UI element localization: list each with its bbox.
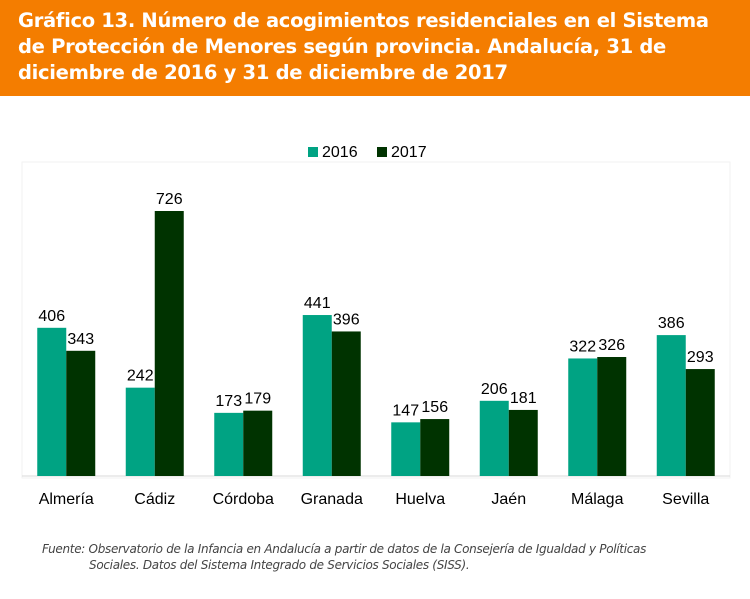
- chart-title: Gráfico 13. Número de acogimientos resid…: [18, 9, 709, 84]
- data-label-Córdoba-2016: 173: [215, 393, 242, 410]
- x-tick-label-Cádiz: Cádiz: [134, 491, 175, 508]
- bar-Sevilla-2016: [656, 335, 686, 476]
- data-label-Granada-2016: 441: [304, 295, 331, 312]
- legend-swatch-2017: [377, 147, 387, 157]
- x-tick-label-Sevilla: Sevilla: [662, 491, 709, 508]
- data-label-Cádiz-2016: 242: [127, 368, 154, 385]
- title-banner: Gráfico 13. Número de acogimientos resid…: [0, 0, 750, 96]
- bar-Almería-2016: [37, 327, 67, 476]
- data-label-Málaga-2016: 322: [569, 338, 596, 355]
- bar-Jaén-2017: [508, 409, 538, 476]
- data-label-Sevilla-2017: 293: [687, 349, 714, 366]
- source-note: Fuente: Observatorio de la Infancia en A…: [42, 541, 732, 573]
- legend-swatch-2016: [308, 147, 318, 157]
- source-line-2: Sociales. Datos del Sistema Integrado de…: [89, 558, 470, 572]
- data-label-Almería-2016: 406: [38, 308, 65, 325]
- data-label-Jaén-2017: 181: [510, 390, 537, 407]
- x-tick-label-Huelva: Huelva: [395, 491, 445, 508]
- bar-Córdoba-2017: [243, 410, 273, 476]
- bar-Huelva-2016: [391, 422, 421, 476]
- bar-Huelva-2017: [420, 419, 450, 476]
- bar-Málaga-2016: [568, 358, 598, 476]
- x-tick-label-Granada: Granada: [301, 491, 363, 508]
- bar-Jaén-2016: [479, 400, 509, 476]
- bar-Málaga-2017: [597, 357, 627, 476]
- bar-Almería-2017: [66, 350, 96, 476]
- bar-Granada-2016: [302, 315, 332, 476]
- x-tick-label-Almería: Almería: [39, 491, 94, 508]
- x-tick-label-Málaga: Málaga: [571, 491, 624, 508]
- x-tick-label-Córdoba: Córdoba: [213, 491, 274, 508]
- data-label-Jaén-2016: 206: [481, 381, 508, 398]
- legend-label-2017: 2017: [391, 144, 427, 161]
- bar-Sevilla-2017: [685, 369, 715, 476]
- data-label-Córdoba-2017: 179: [244, 391, 271, 408]
- data-label-Sevilla-2016: 386: [658, 315, 685, 332]
- data-label-Almería-2017: 343: [67, 331, 94, 348]
- bar-Cádiz-2017: [154, 211, 184, 476]
- x-tick-label-Jaén: Jaén: [491, 491, 526, 508]
- data-label-Granada-2017: 396: [333, 311, 360, 328]
- plot-area: [21, 161, 731, 479]
- data-label-Málaga-2017: 326: [598, 337, 625, 354]
- source-line-1: Fuente: Observatorio de la Infancia en A…: [42, 542, 647, 556]
- data-label-Huelva-2016: 147: [392, 402, 419, 419]
- legend-label-2016: 2016: [322, 144, 358, 161]
- bar-Granada-2017: [331, 331, 361, 476]
- data-label-Cádiz-2017: 726: [156, 191, 183, 208]
- data-label-Huelva-2017: 156: [421, 399, 448, 416]
- bar-Cádiz-2016: [125, 387, 155, 476]
- bar-Córdoba-2016: [214, 412, 244, 476]
